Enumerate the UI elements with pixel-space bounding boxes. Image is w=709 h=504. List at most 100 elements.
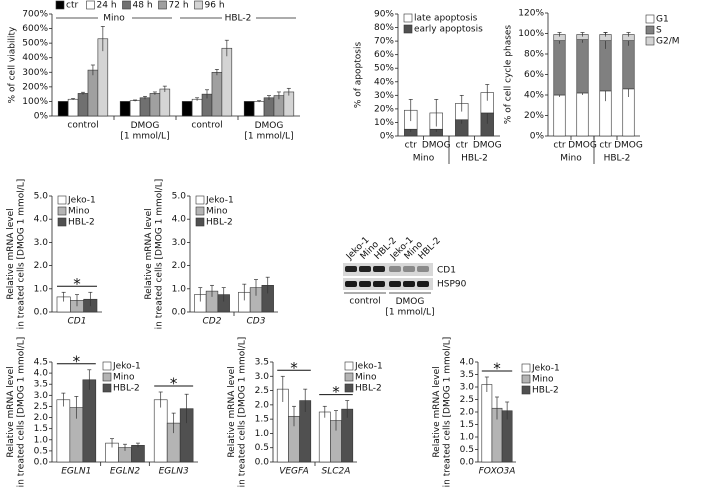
bar (131, 445, 145, 463)
legend-swatch (645, 25, 655, 35)
bar (253, 101, 265, 117)
legend-swatch (344, 361, 354, 371)
x-tick-label: ctr (599, 141, 611, 151)
y-tick-label: 40% (374, 77, 394, 87)
y-tick-label: 100% (518, 29, 544, 39)
y-tick-label: 5.0 (172, 192, 187, 202)
y-tick-label: 30% (374, 91, 394, 101)
y-tick-label: 0.0 (172, 308, 187, 318)
y-tick-label: 5.0 (34, 192, 49, 202)
x-tick-label: VEGFA (279, 467, 309, 477)
legend-label: G1 (656, 15, 669, 25)
legend-swatch (195, 217, 205, 227)
legend-label: HBL-2 (532, 386, 559, 396)
y-tick-label: 3.0 (460, 383, 475, 393)
legend-label: Mino (532, 375, 554, 385)
blot-band (389, 281, 401, 287)
y-tick-label: 3.5 (255, 358, 269, 368)
legend-label: Mino (113, 373, 135, 383)
bar (56, 399, 71, 463)
legend-label: HBL-2 (206, 218, 233, 228)
y-tick-label: 4.5 (34, 358, 48, 368)
legend-label: Jeko-1 (354, 362, 383, 372)
y-axis-label: % of apoptosis (354, 42, 364, 109)
bar (481, 384, 493, 463)
blot-band (403, 281, 415, 287)
legend-swatch (57, 217, 67, 227)
y-axis-label: Relative mRNA levelin treated cells [DMO… (432, 337, 452, 488)
legend-label: HBL-2 (355, 384, 382, 394)
y-tick-label: 0.0 (34, 458, 49, 468)
legend-swatch (344, 372, 354, 382)
condition-label: control (349, 297, 380, 307)
y-tick-label: 2.0 (172, 261, 187, 271)
y-tick-label: 2.0 (34, 261, 49, 271)
blot-band (373, 281, 385, 287)
legend-label: S (656, 26, 662, 36)
legend-label: HBL-2 (68, 218, 95, 228)
legend-swatch (344, 383, 354, 393)
group-label: HBL-2 (461, 154, 488, 164)
significance-label: * (332, 383, 340, 401)
y-tick-label: 0.5 (34, 446, 48, 456)
legend-swatch (521, 385, 531, 395)
legend-swatch (645, 14, 655, 24)
legend-label: 24 h (97, 1, 117, 11)
y-tick-label: 100% (22, 97, 48, 107)
significance-label: * (73, 275, 81, 293)
group-label: Mino (413, 154, 435, 164)
condition-label: DMOG [1 mmol/L] (385, 297, 434, 317)
y-tick-label: 1.0 (460, 433, 475, 443)
x-tick-label: FOXO3A (479, 467, 516, 477)
bar (159, 88, 171, 117)
y-tick-label: 0% (380, 132, 395, 142)
y-tick-label: 4.0 (172, 215, 187, 225)
blot-band (417, 266, 429, 272)
legend-label: early apoptosis (414, 25, 483, 35)
x-tick-label: ctr (553, 141, 565, 151)
bar (82, 379, 97, 463)
legend-swatch (55, 0, 65, 10)
y-axis-label: % of cell cycle phases (504, 25, 514, 125)
bar (67, 98, 79, 117)
bar (149, 93, 161, 117)
y-tick-label: 3.0 (34, 238, 49, 248)
x-tick-label: DMOG [1 mmol/L] (120, 121, 169, 141)
y-tick-label: 60% (374, 50, 394, 60)
legend-label: Jeko-1 (67, 196, 96, 206)
band-label: HSP90 (437, 280, 467, 290)
bar (191, 98, 203, 117)
legend-swatch (521, 374, 531, 384)
x-tick-label: control (67, 121, 98, 131)
legend-label: 72 h (169, 1, 189, 11)
legend-swatch (195, 206, 205, 216)
y-tick-label: 500% (22, 39, 48, 49)
y-axis-label: % of cell viability (8, 26, 18, 103)
bar (139, 97, 151, 117)
y-tick-label: 1.0 (34, 435, 49, 445)
y-tick-label: 3.0 (172, 238, 187, 248)
significance-label: * (73, 352, 81, 370)
y-tick-label: 90% (374, 10, 394, 20)
blot-band (345, 266, 357, 272)
x-tick-label: DMOG (473, 141, 502, 151)
y-tick-label: 3.0 (34, 391, 49, 401)
legend-swatch (57, 206, 67, 216)
y-tick-label: 3.5 (460, 370, 474, 380)
x-tick-label: DMOG (568, 141, 597, 151)
blot-band (417, 281, 429, 287)
legend-swatch (158, 0, 167, 10)
x-tick-label: DMOG (614, 141, 643, 151)
legend-label: Jeko-1 (205, 196, 234, 206)
legend-swatch (122, 0, 131, 10)
y-tick-label: 1.0 (172, 284, 187, 294)
y-tick-label: 10% (374, 118, 394, 128)
bar (119, 101, 131, 117)
legend-swatch (102, 372, 112, 382)
x-tick-label: SLC2A (322, 467, 351, 477)
blot-band (389, 266, 401, 272)
legend-swatch (521, 363, 531, 373)
y-tick-label: 0.0 (460, 458, 475, 468)
y-tick-label: 600% (22, 24, 48, 34)
